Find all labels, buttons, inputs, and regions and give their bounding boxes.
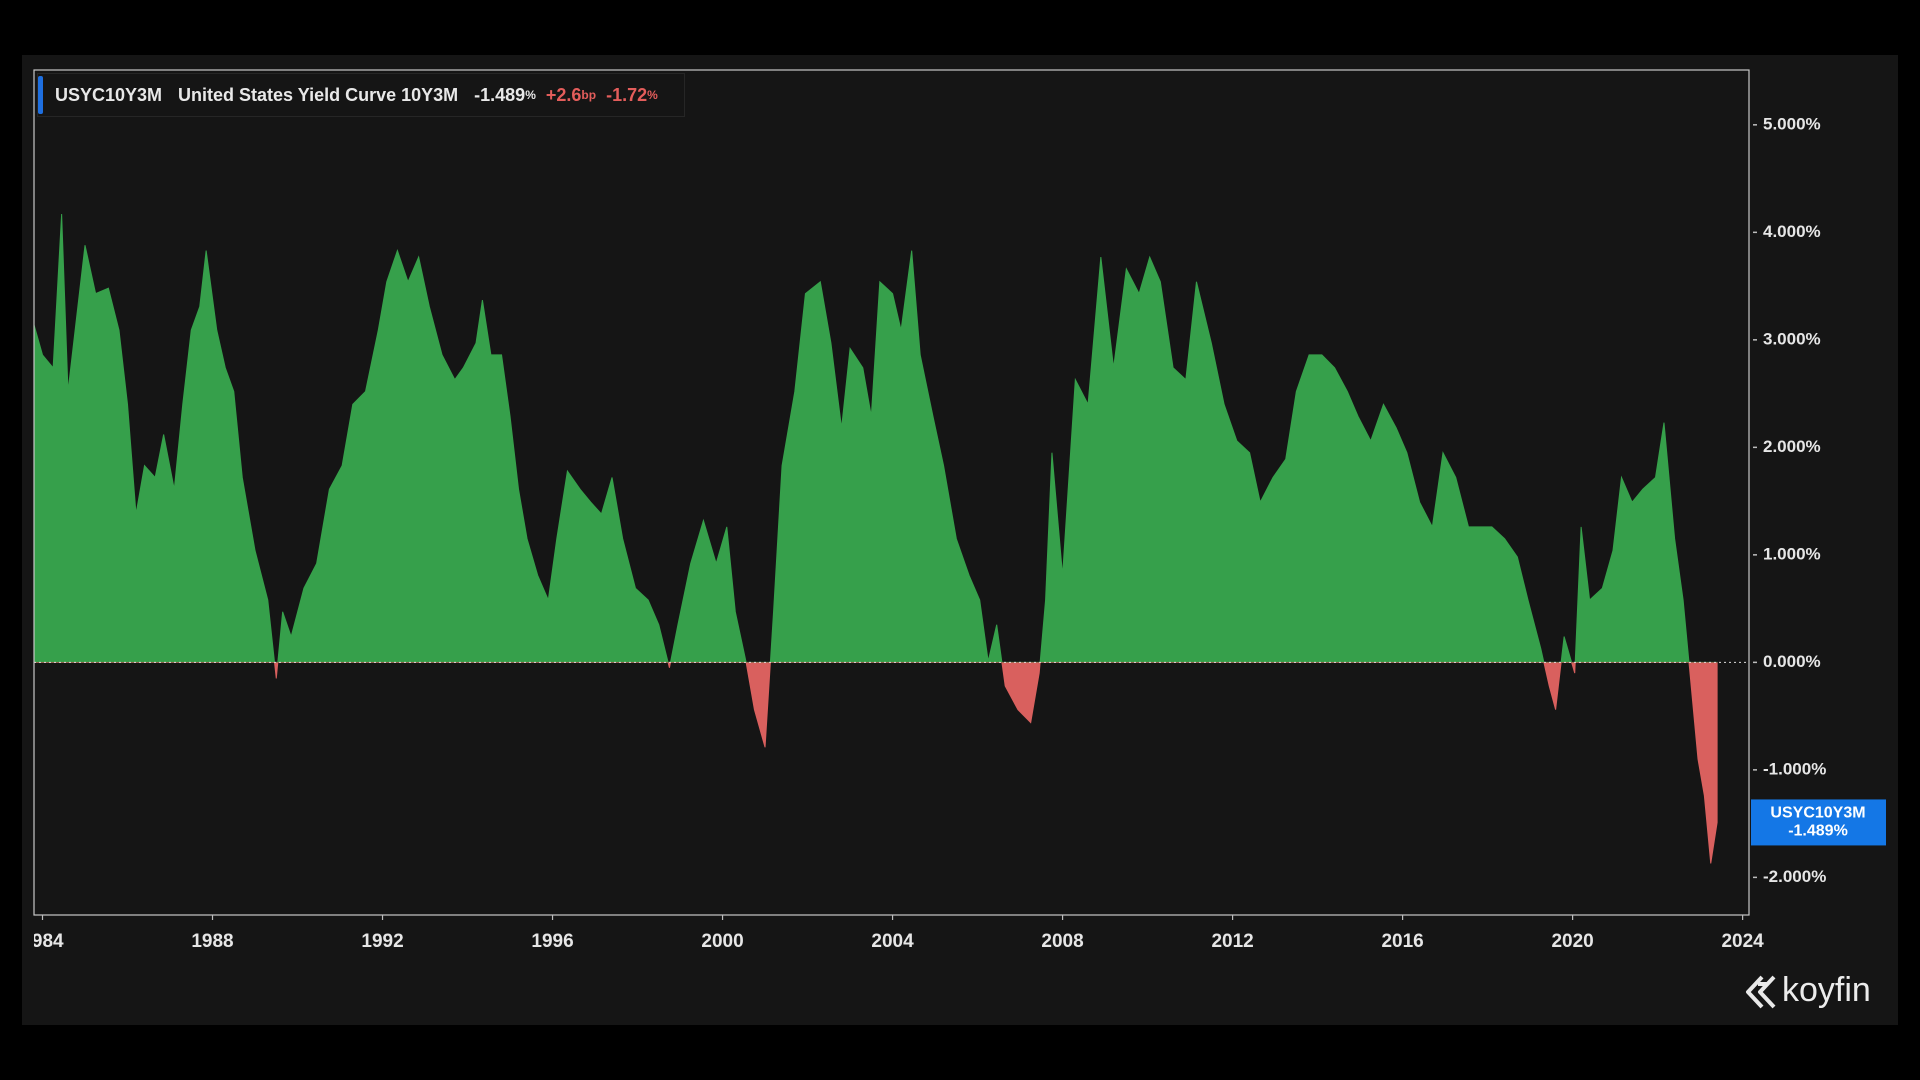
plot-area xyxy=(34,214,1749,864)
y-tick-label: -1.000% xyxy=(1763,759,1826,778)
y-tick-label: 1.000% xyxy=(1763,544,1821,563)
area-series xyxy=(34,214,1718,864)
x-tick-label: 2000 xyxy=(701,931,743,952)
badge-value: -1.489% xyxy=(1788,823,1848,840)
positive-region xyxy=(34,214,1718,663)
x-tick-label: 1992 xyxy=(361,931,403,952)
x-tick-label: 1996 xyxy=(531,931,573,952)
last-value: -1.489 xyxy=(474,84,526,105)
logo-chevron xyxy=(1758,975,1776,1009)
last-value-badge: USYC10Y3M-1.489% xyxy=(1751,799,1886,846)
x-tick-label: 2012 xyxy=(1211,931,1253,952)
x-tick-label: 2024 xyxy=(1721,931,1764,952)
area-positive xyxy=(34,214,1718,663)
x-tick-label: 2020 xyxy=(1551,931,1593,952)
change: +2.6 xyxy=(545,84,582,105)
x-tick-label: 1984 xyxy=(21,931,64,952)
change-pct-unit: % xyxy=(647,88,658,102)
legend-color-bar xyxy=(38,76,43,114)
y-tick-label: 4.000% xyxy=(1763,222,1821,241)
series-name: United States Yield Curve 10Y3M xyxy=(178,84,459,105)
x-tick-label: 2016 xyxy=(1381,931,1423,952)
badge-box xyxy=(1751,799,1886,846)
change-unit: bp xyxy=(581,88,597,102)
brand-name: koyfin xyxy=(1782,971,1871,1009)
last-unit: % xyxy=(525,88,536,102)
change-pct: -1.72 xyxy=(606,84,648,105)
brand-logo: koyfin xyxy=(1746,971,1871,1009)
y-tick-label: 0.000% xyxy=(1763,652,1821,671)
x-axis-labels: 1984 1988 1992 1996 2000 2004 2008 2012 2016 2020… xyxy=(21,915,1764,952)
x-tick-label: 2004 xyxy=(871,931,914,952)
y-tick-label: -2.000% xyxy=(1763,867,1826,886)
y-tick-label: 3.000% xyxy=(1763,329,1821,348)
x-tick-label: 2008 xyxy=(1041,931,1083,952)
plot-frame xyxy=(33,69,1750,916)
negative-region xyxy=(34,662,1718,864)
logo-chevron xyxy=(1746,975,1764,1009)
x-tick-label: 1988 xyxy=(191,931,233,952)
badge-symbol: USYC10Y3M xyxy=(1770,805,1865,822)
axes: -2.000% -1.000% 0.000% 1.000% 2.000% 3.000% 4.… xyxy=(21,114,1886,952)
legend-box: USYC10Y3M United States Yield Curve 10Y3… xyxy=(37,73,685,117)
y-tick-label: 2.000% xyxy=(1763,437,1821,456)
y-tick-label: 5.000% xyxy=(1763,114,1821,133)
area-negative xyxy=(34,662,1718,864)
symbol: USYC10Y3M xyxy=(55,84,163,105)
